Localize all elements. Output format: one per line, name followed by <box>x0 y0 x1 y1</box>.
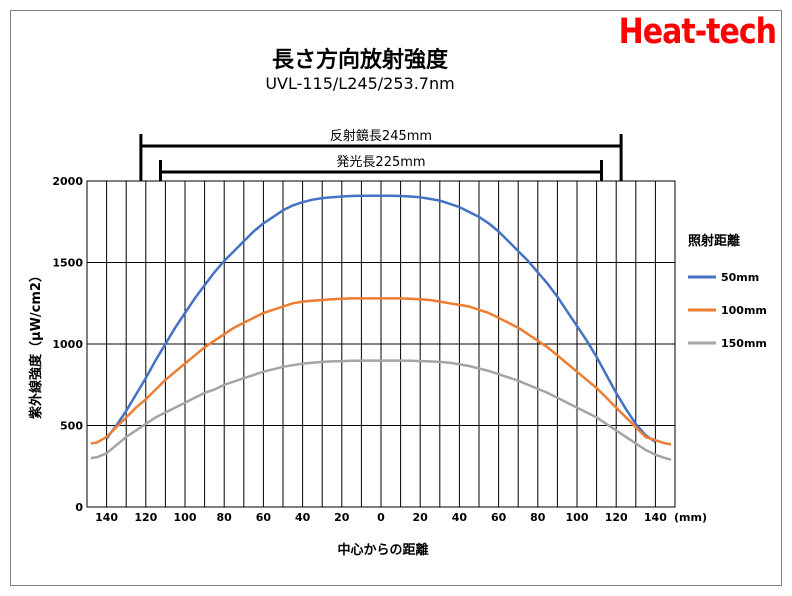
legend-label: 100mm <box>721 304 767 317</box>
legend: 照射距離 50mm 100mm 150mm <box>688 233 767 350</box>
y-tick-label: 1000 <box>52 338 83 351</box>
x-tick-label: 60 <box>491 511 507 524</box>
x-tick-label: 120 <box>134 511 157 524</box>
legend-label: 50mm <box>721 271 759 284</box>
annotation-label: 発光長225mm <box>336 155 425 170</box>
legend-label: 150mm <box>721 337 767 350</box>
x-tick-label: 100 <box>566 511 589 524</box>
chart-border <box>10 10 782 586</box>
x-tick-label: 0 <box>377 511 385 524</box>
x-tick-label: 140 <box>95 511 118 524</box>
x-axis-unit: (mm) <box>674 511 707 524</box>
x-tick-label: 80 <box>530 511 546 524</box>
series-line-50mm <box>105 194 657 443</box>
tick-labels: 140 120 100 80 60 40 20 0 20 40 60 80 100 120 140 0 500 1… <box>52 175 667 524</box>
y-axis-label: 紫外線強度（μW/cm2） <box>28 269 44 419</box>
legend-title: 照射距離 <box>688 233 740 249</box>
brand-logo: Heat-tech <box>618 12 777 53</box>
annotation-brackets: 反射鏡長245mm 発光長225mm <box>139 128 623 181</box>
series-lines <box>90 194 672 461</box>
chart-title: 長さ方向放射強度 <box>271 48 448 73</box>
y-tick-label: 1500 <box>52 257 83 270</box>
x-axis-label: 中心からの距離 <box>337 542 428 558</box>
x-tick-label: 20 <box>413 511 429 524</box>
annotation-label: 反射鏡長245mm <box>330 128 432 144</box>
x-tick-label: 100 <box>174 511 197 524</box>
series-line-100mm <box>90 297 672 446</box>
x-tick-label: 40 <box>295 511 311 524</box>
series-line-150mm <box>90 359 672 461</box>
y-tick-label: 2000 <box>52 175 83 188</box>
grid-lines <box>86 180 676 508</box>
x-tick-label: 120 <box>605 511 628 524</box>
y-tick-label: 500 <box>60 420 83 433</box>
y-tick-label: 0 <box>75 501 83 514</box>
x-tick-label: 40 <box>452 511 468 524</box>
chart-subtitle: UVL-115/L245/253.7nm <box>265 74 455 93</box>
x-tick-label: 80 <box>217 511 233 524</box>
x-tick-label: 20 <box>334 511 350 524</box>
x-tick-label: 60 <box>256 511 272 524</box>
x-tick-label: 140 <box>644 511 667 524</box>
